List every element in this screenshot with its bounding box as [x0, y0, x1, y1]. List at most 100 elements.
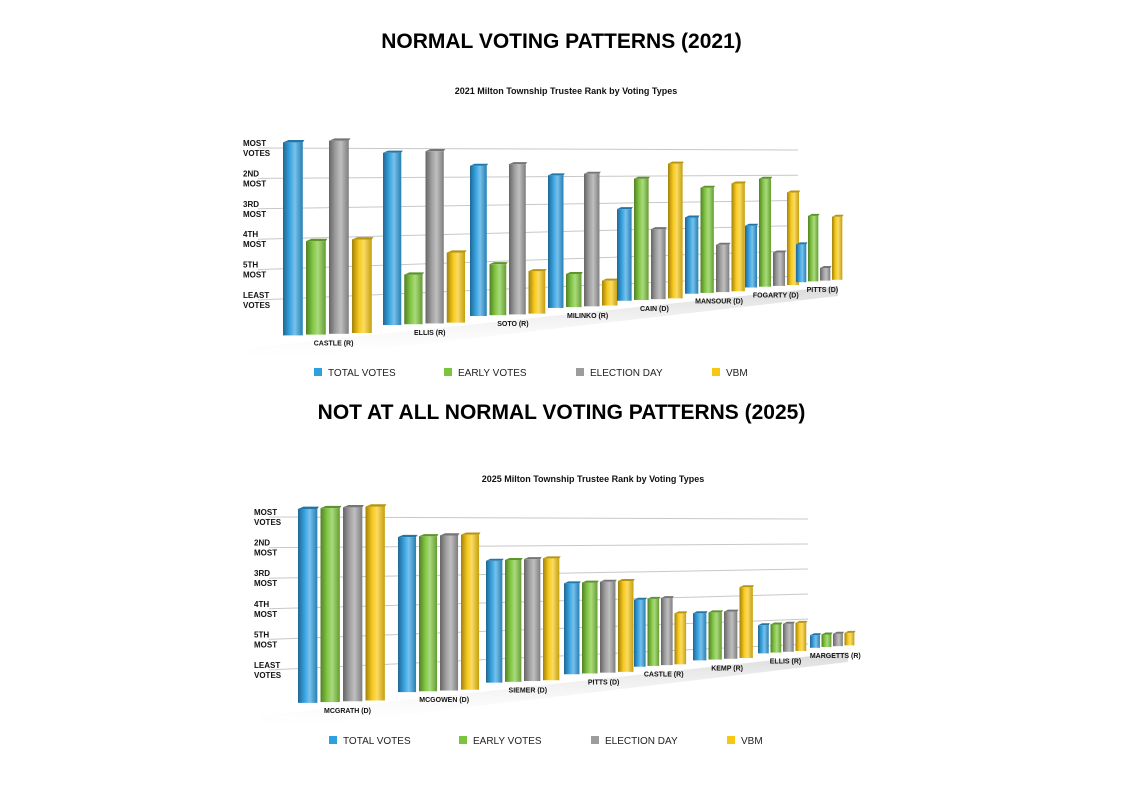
y-tick-label: 4TH MOST — [243, 230, 266, 249]
bar-top-vbm-pitts-d — [618, 578, 635, 581]
legend-item-early-votes: EARLY VOTES — [459, 736, 542, 747]
category-group-mcgowen-d: MCGOWEN (D) — [398, 532, 481, 704]
y-tick-label: 3RD MOST — [254, 569, 277, 588]
bar-early-votes-ellis-r — [404, 274, 423, 325]
category-group-castle-r: CASTLE (R) — [634, 596, 688, 679]
bar-early-votes-cain-d — [634, 178, 649, 300]
bar-early-votes-kemp-r — [708, 612, 722, 660]
category-label: FOGARTY (D) — [753, 292, 799, 299]
bar-total-votes-ellis-r — [383, 152, 402, 326]
bar-top-total-votes-fogarty-d — [745, 223, 759, 226]
legend-swatch — [329, 736, 337, 744]
bar-top-early-votes-mcgrath-d — [320, 505, 342, 509]
y-tick-label: MOST VOTES — [243, 139, 271, 158]
bar-top-early-votes-ellis-r — [404, 272, 425, 275]
legend-item-total-votes: TOTAL VOTES — [329, 736, 411, 747]
legend-item-total-votes: TOTAL VOTES — [314, 368, 396, 379]
bar-top-total-votes-mcgrath-d — [298, 506, 319, 509]
bar-total-votes-milinko-r — [548, 175, 564, 308]
bar-early-votes-castle-r — [647, 598, 660, 666]
category-label: PITTS (D) — [588, 679, 620, 686]
title-2025: NOT AT ALL NORMAL VOTING PATTERNS (2025) — [317, 401, 806, 424]
bar-vbm-mansour-d — [731, 183, 745, 292]
legend-swatch — [444, 368, 452, 376]
bar-top-total-votes-cain-d — [617, 207, 633, 210]
title-2021: NORMAL VOTING PATTERNS (2021) — [381, 30, 742, 53]
bar-total-votes-pitts-d — [564, 583, 580, 675]
bar-top-election-day-castle-r — [329, 138, 351, 141]
bar-top-election-day-fogarty-d — [773, 250, 787, 253]
bar-vbm-mcgowen-d — [461, 534, 480, 690]
y-tick-label: 2ND MOST — [243, 169, 266, 188]
bar-top-vbm-siemer-d — [543, 556, 561, 559]
category-group-milinko-r: MILINKO (R) — [548, 171, 619, 320]
legend-swatch — [712, 368, 720, 376]
bar-top-total-votes-pitts-d — [564, 581, 581, 584]
bar-top-election-day-mansour-d — [716, 242, 731, 245]
bar-vbm-castle-r — [674, 613, 687, 665]
bar-top-total-votes-mcgowen-d — [398, 534, 418, 538]
bar-total-votes-castle-r — [283, 142, 303, 336]
bar-election-day-ellis-r — [425, 151, 444, 324]
category-label: ELLIS (R) — [770, 658, 802, 665]
legend-label: EARLY VOTES — [473, 736, 542, 747]
bar-top-election-day-margetts-r — [833, 631, 845, 634]
bar-top-early-votes-fogarty-d — [759, 176, 773, 179]
chart-subtitle: 2021 Milton Township Trustee Rank by Vot… — [455, 86, 678, 96]
category-label: MANSOUR (D) — [695, 299, 743, 306]
legend-label: EARLY VOTES — [458, 368, 527, 379]
bar-top-early-votes-mansour-d — [700, 185, 716, 188]
category-group-cain-d: CAIN (D) — [617, 161, 684, 313]
category-group-soto-r: SOTO (R) — [470, 162, 547, 328]
bar-vbm-siemer-d — [543, 558, 560, 681]
category-label: CAIN (D) — [640, 306, 669, 313]
bar-vbm-kemp-r — [739, 587, 753, 658]
bar-top-vbm-pitts-d — [832, 214, 844, 217]
bar-election-day-milinko-r — [584, 173, 600, 307]
bar-total-votes-fogarty-d — [745, 225, 758, 288]
bar-early-votes-milinko-r — [566, 273, 582, 308]
bar-top-early-votes-mcgowen-d — [419, 534, 439, 537]
bar-vbm-ellis-r — [795, 622, 807, 651]
bar-top-early-votes-pitts-d — [808, 213, 820, 216]
category-label: SIEMER (D) — [509, 688, 548, 695]
bar-top-election-day-milinko-r — [584, 171, 601, 174]
category-group-siemer-d: SIEMER (D) — [486, 556, 561, 695]
bar-election-day-soto-r — [509, 164, 526, 315]
y-tick-label: 4TH MOST — [254, 600, 277, 619]
bar-total-votes-siemer-d — [486, 560, 503, 683]
bar-vbm-cain-d — [668, 163, 683, 299]
bar-top-total-votes-castle-r — [634, 597, 647, 600]
bar-total-votes-margetts-r — [810, 635, 820, 648]
bar-vbm-margetts-r — [844, 632, 855, 646]
bar-vbm-pitts-d — [618, 580, 634, 672]
legend-item-election-day: ELECTION DAY — [591, 736, 678, 747]
bar-early-votes-mansour-d — [700, 187, 714, 293]
bar-early-votes-pitts-d — [582, 582, 598, 674]
bar-early-votes-mcgowen-d — [419, 536, 438, 692]
bar-total-votes-castle-r — [634, 599, 646, 667]
bar-total-votes-mcgowen-d — [398, 537, 417, 693]
bar-election-day-kemp-r — [724, 611, 738, 659]
bar-top-early-votes-castle-r — [306, 238, 328, 242]
bar-early-votes-siemer-d — [505, 559, 522, 682]
bar-top-election-day-cain-d — [651, 227, 667, 230]
category-label: KEMP (R) — [711, 665, 743, 672]
bar-total-votes-soto-r — [470, 165, 487, 317]
bar-total-votes-kemp-r — [693, 613, 707, 661]
category-label: PITTS (D) — [807, 287, 839, 294]
bar-election-day-pitts-d — [600, 581, 616, 673]
category-label: SOTO (R) — [497, 321, 528, 328]
bar-election-day-fogarty-d — [773, 252, 786, 286]
legend-swatch — [591, 736, 599, 744]
bar-top-election-day-mcgrath-d — [343, 505, 364, 508]
bar-top-election-day-kemp-r — [724, 609, 739, 612]
legend-item-vbm: VBM — [712, 368, 748, 379]
bar-election-day-siemer-d — [524, 559, 541, 682]
y-tick-label: MOST VOTES — [254, 508, 282, 527]
category-label: ELLIS (R) — [414, 330, 446, 337]
category-label: CASTLE (R) — [314, 340, 354, 347]
bar-top-election-day-mcgowen-d — [440, 533, 460, 536]
y-tick-label: 2ND MOST — [254, 539, 277, 558]
bar-top-vbm-fogarty-d — [787, 190, 801, 193]
